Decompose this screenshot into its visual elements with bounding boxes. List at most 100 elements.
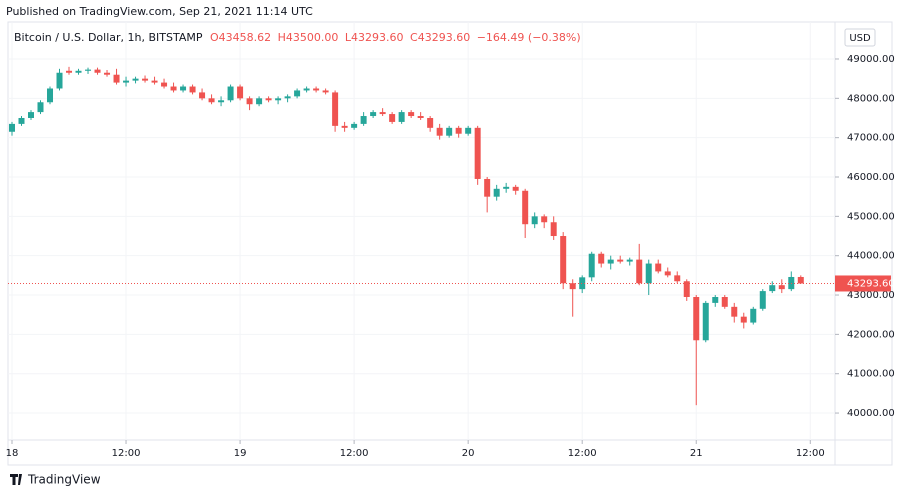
chart-frame (7, 21, 893, 466)
candle-body (18, 117, 25, 124)
x-tick-label: 12:00 (796, 448, 825, 459)
candle-body (750, 308, 757, 323)
high-label: H43500.00 (278, 31, 339, 44)
candle-body (493, 188, 500, 197)
candle-body (693, 296, 700, 341)
grid (8, 22, 835, 440)
candle-body (256, 98, 263, 105)
y-tick-label: 45000.00 (847, 211, 895, 222)
symbol: Bitcoin / U.S. Dollar, 1h, BITSTAMP (14, 31, 203, 44)
candle-body (142, 78, 149, 81)
candle-body (389, 114, 396, 122)
candle-body (322, 90, 329, 93)
y-tick-label: 43000.00 (847, 290, 895, 301)
candle-body (94, 69, 101, 73)
legend-line: Bitcoin / U.S. Dollar, 1h, BITSTAMP O434… (14, 31, 581, 44)
candle-body (313, 88, 320, 91)
candle-body (512, 186, 519, 191)
candle-body (360, 116, 367, 124)
candle-body (740, 316, 747, 323)
candle-body (465, 127, 472, 134)
candle-body (189, 86, 196, 93)
x-tick-label: 18 (6, 448, 19, 459)
candle-body (436, 127, 443, 136)
candle-body (379, 112, 386, 115)
open-label: O43458.62 (210, 31, 271, 44)
candle-body (351, 123, 358, 128)
candle-body (208, 98, 215, 103)
candle-body (341, 125, 348, 128)
logo-text[interactable]: TradingView (27, 473, 101, 487)
candle-body (664, 271, 671, 276)
candle-body (645, 263, 652, 284)
candle-body (636, 259, 643, 284)
candle-body (655, 263, 662, 272)
candle-body (294, 90, 301, 97)
candle-body (759, 291, 766, 309)
candle-body (560, 236, 567, 284)
candle-body (731, 306, 738, 317)
price-tag-box (835, 275, 891, 292)
candle-body (712, 296, 719, 303)
candle-body (332, 92, 339, 126)
candle-body (56, 72, 63, 89)
y-tick-label: 48000.00 (847, 93, 895, 104)
unit-box[interactable] (844, 28, 876, 47)
low-label: L43293.60 (345, 31, 404, 44)
candle-body (275, 98, 282, 101)
candle-body (455, 127, 462, 134)
candles (8, 66, 835, 406)
candle-body (398, 112, 405, 122)
candle-body (27, 112, 34, 118)
candle-body (417, 116, 424, 118)
candle-body (284, 96, 291, 99)
y-tick-label: 44000.00 (847, 251, 895, 262)
x-tick-label: 12:00 (112, 448, 141, 459)
candle-body (218, 100, 225, 103)
candle-body (569, 283, 576, 290)
x-tick-label: 12:00 (340, 448, 369, 459)
candle-body (180, 86, 187, 91)
published-note: Published on TradingView.com, Sep 21, 20… (6, 5, 313, 18)
change-label: −164.49 (−0.38%) (477, 31, 581, 44)
candle-body (47, 88, 54, 103)
candle-body (522, 190, 529, 225)
candle-body (37, 102, 44, 113)
candle-body (503, 186, 510, 189)
candle-body (674, 275, 681, 282)
x-tick-label: 19 (234, 448, 247, 459)
candle-body (113, 74, 120, 83)
logo[interactable]: TradingView (10, 473, 101, 487)
candle-body (104, 72, 111, 75)
y-tick-label: 49000.00 (847, 54, 895, 65)
candle-body (484, 178, 491, 197)
candle-body (85, 69, 92, 71)
candle-body (227, 86, 234, 101)
candle-body (427, 117, 434, 128)
candle-body (303, 88, 310, 91)
y-tick-label: 46000.00 (847, 172, 895, 183)
logo-icon[interactable] (10, 474, 22, 485)
price-tag: 43293.60 (847, 278, 895, 289)
candle-body (8, 123, 15, 132)
axis-unit[interactable]: USD (849, 33, 871, 44)
y-tick-label: 42000.00 (847, 329, 895, 340)
candle-body (579, 277, 586, 290)
candle-body (246, 98, 253, 105)
candle-body (265, 98, 272, 101)
candle-body (446, 127, 453, 136)
candle-body (607, 259, 614, 264)
candle-body (123, 80, 130, 83)
candle-body (75, 70, 82, 73)
candle-body (132, 78, 139, 81)
candle-body (408, 112, 415, 117)
candle-body (531, 216, 538, 225)
candle-body (702, 302, 709, 341)
x-tick-label: 20 (462, 448, 475, 459)
candle-body (598, 253, 605, 264)
y-tick-label: 41000.00 (847, 369, 895, 380)
candle-body (617, 259, 624, 262)
candle-body (151, 80, 158, 83)
